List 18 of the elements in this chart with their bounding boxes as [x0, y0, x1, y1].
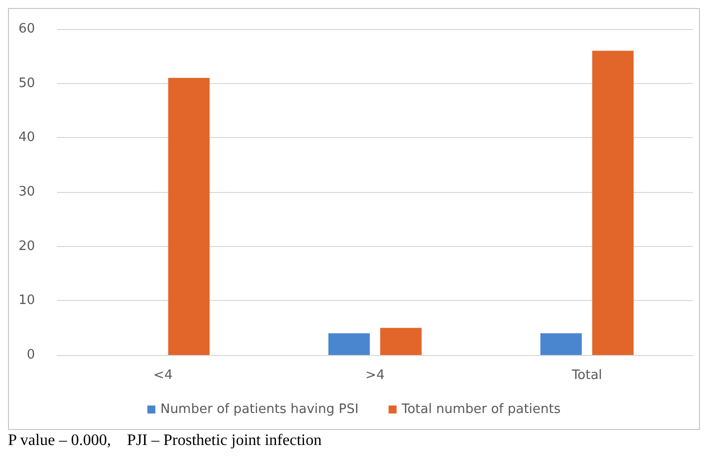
legend-label: Number of patients having PSI [160, 402, 359, 417]
bar [168, 78, 210, 355]
legend-label: Total number of patients [400, 402, 561, 417]
bar [540, 333, 582, 355]
text: P value – 0.000, PJI – Prosthetic joint infection [8, 432, 323, 450]
y-tick-label: 10 [18, 293, 35, 308]
y-tick-label: 30 [18, 184, 35, 200]
x-tick-label: >4 [365, 368, 385, 383]
y-tick-label: 50 [18, 76, 35, 91]
x-tick-label: <4 [153, 368, 173, 383]
bar [380, 328, 422, 355]
x-tick-label: Total [570, 368, 602, 383]
bar [328, 333, 370, 355]
bar [592, 50, 634, 355]
y-tick-label: 0 [26, 348, 35, 362]
y-tick-label: 20 [18, 238, 35, 254]
y-tick-label: 60 [18, 22, 35, 36]
y-tick-label: 40 [18, 130, 35, 146]
